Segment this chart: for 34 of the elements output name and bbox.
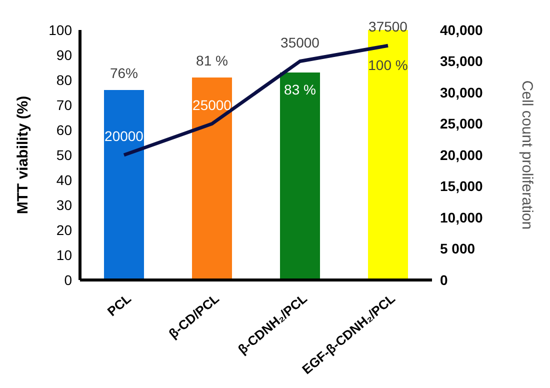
data-label: 100 % (368, 57, 408, 73)
bar (104, 90, 144, 280)
y-tick-label: 70 (56, 96, 72, 113)
y2-tick-label: 0 (440, 272, 448, 288)
x-tick-label: PCL (104, 290, 134, 320)
y2-tick-label: 15,000 (440, 178, 484, 194)
y-tick-label: 30 (56, 196, 72, 213)
data-label: 76% (110, 65, 138, 81)
y2-axis-title: Cell count proliferation (518, 80, 536, 230)
data-label: 81 % (196, 52, 228, 68)
bar (192, 78, 232, 280)
y-tick-label: 20 (56, 222, 72, 238)
y-tick-label: 100 (48, 22, 72, 38)
y-tick-label: 50 (56, 146, 72, 163)
y-axis-title: MTT viability (%) (14, 96, 32, 214)
y2-tick-label: 35,000 (440, 53, 484, 70)
data-label: 25000 (192, 96, 232, 113)
y2-tick-label: 5 000 (440, 240, 476, 257)
data-label: 20000 (104, 128, 144, 144)
y-tick-label: 40 (56, 172, 72, 188)
y2-tick-label: 25,000 (440, 116, 484, 132)
y-tick-label: 80 (56, 72, 72, 88)
y-tick-label: 10 (56, 246, 72, 263)
y2-tick-label: 40,000 (440, 22, 484, 38)
y2-tick-label: 20,000 (440, 146, 484, 163)
bar (280, 72, 320, 280)
y-tick-label: 60 (56, 122, 72, 138)
y-tick-label: 90 (56, 46, 72, 63)
y2-tick-label: 30,000 (440, 84, 484, 100)
data-label: 35000 (280, 34, 320, 50)
data-label: 83 % (284, 82, 316, 98)
y2-tick-label: 10,000 (440, 209, 484, 226)
bar (368, 30, 408, 280)
y-tick-label: 0 (64, 272, 72, 288)
